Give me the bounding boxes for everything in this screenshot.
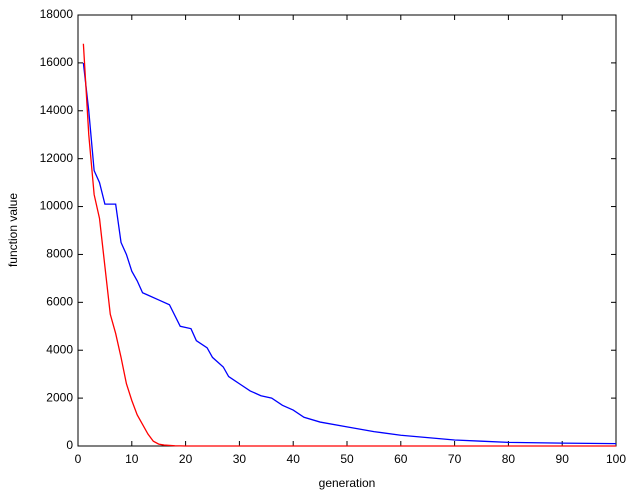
x-tick-label: 0 xyxy=(75,452,82,466)
y-tick-label: 6000 xyxy=(46,295,73,309)
y-axis-label: function value xyxy=(6,193,20,267)
x-tick-label: 50 xyxy=(340,452,354,466)
y-tick-label: 4000 xyxy=(46,342,73,356)
series-line xyxy=(82,43,616,447)
x-tick-label: 90 xyxy=(556,452,570,466)
x-tick-label: 20 xyxy=(179,452,193,466)
series-line xyxy=(82,62,617,445)
y-tick-label: 2000 xyxy=(46,390,73,404)
x-tick-label: 80 xyxy=(502,452,516,466)
y-tick-label: 18000 xyxy=(40,7,74,21)
y-tick-label: 14000 xyxy=(40,103,74,117)
y-tick-label: 8000 xyxy=(46,247,73,261)
x-tick-label: 40 xyxy=(287,452,301,466)
x-tick-label: 70 xyxy=(448,452,462,466)
x-tick-label: 10 xyxy=(125,452,139,466)
y-tick-label: 10000 xyxy=(40,199,74,213)
x-tick-label: 30 xyxy=(233,452,247,466)
x-tick-label: 60 xyxy=(394,452,408,466)
y-tick-label: 16000 xyxy=(40,55,74,69)
x-tick-label: 100 xyxy=(606,452,626,466)
x-axis-label: generation xyxy=(319,476,376,490)
y-tick-label: 0 xyxy=(66,438,73,452)
y-tick-label: 12000 xyxy=(40,151,74,165)
plot-frame xyxy=(77,14,617,447)
